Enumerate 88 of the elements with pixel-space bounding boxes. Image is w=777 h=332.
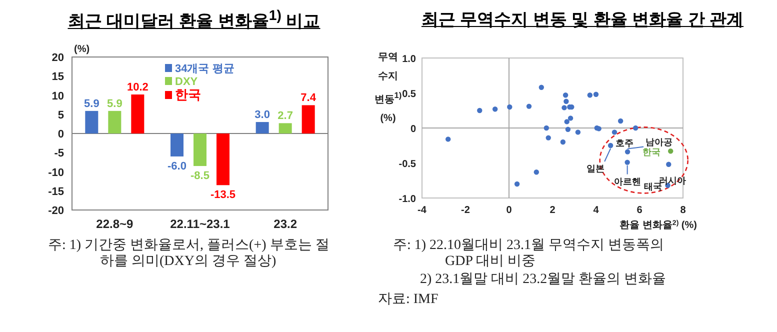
point [624,160,630,165]
point [564,119,570,124]
legend-label: 34개국 평균 [175,63,234,75]
point [492,106,498,112]
y-tick-label: 15 [52,71,64,84]
y-tick-label: -15 [48,186,64,198]
data-label: 5.9 [107,98,122,110]
y-tick-label: -0.5 [398,159,416,170]
point [618,118,624,124]
x-tick-label: 6 [636,205,643,216]
bar [278,123,292,134]
bar [108,110,122,134]
annotation: 한국 [642,147,661,158]
y-tick-label: -20 [48,205,64,217]
point [446,136,451,142]
point [608,142,614,148]
bar [170,134,184,156]
x-tick-label: 22.8~9 [96,217,134,231]
annotation: 아르헨 [614,176,641,186]
x-tick-label: -4 [418,205,427,216]
point [562,92,568,98]
point [668,148,674,154]
x-axis-title: 환율 변화율$^{2)}$ (%) [620,218,697,231]
point [587,92,593,98]
data-label: 7.4 [300,92,317,104]
legend-label: DXY [175,76,198,88]
point [593,92,599,97]
text: 주: 1) 기간중 변화율로서, 플러스(+) 부호는 절하를 의미(DXY의 경우 절상) [48,238,330,270]
annotation: 남아공 [646,136,673,147]
point [575,130,581,135]
point [514,181,520,187]
y-tick-label: -5 [54,148,64,160]
y-tick-label: 0 [58,128,64,140]
bar [216,134,230,186]
x-tick-label: 2 [550,205,556,216]
y-tick-label: 10 [52,90,64,102]
x-tick-label: 0 [506,205,512,216]
point [526,104,532,109]
point [562,105,567,110]
point [507,104,512,110]
data-label: -13.5 [210,189,236,202]
data-label: 3.0 [254,109,270,122]
x-tick-label: 8 [680,205,686,216]
bar [302,105,315,134]
y-axis-title: (%) [74,44,90,55]
y-tick-label: -1.0 [398,194,416,205]
x-tick-label: 22.11~23.1 [170,217,230,231]
y-tick-label: 0 [410,124,416,135]
point [538,84,544,90]
data-label: 2.7 [278,110,293,122]
y-tick-label: 5 [58,109,64,122]
y-tick-label: 1.0 [402,54,416,65]
text: 자료: IMF [378,292,440,308]
point [534,170,540,175]
point [565,126,571,132]
text: 주: 1) 22.10월대비 23.1월 무역수지 변동폭의 GDP 대비 비중 [392,238,666,270]
annotation: 호주 [615,138,634,148]
point [564,98,569,104]
point [560,139,566,145]
point [612,130,618,135]
annotation: 일본 [586,164,605,174]
data-label: 10.2 [126,81,148,94]
legend-label: 한국 [175,87,201,102]
text: 2) 23.1월말 대비 23.2월말 환율의 변화율 [420,272,668,288]
point [624,149,630,154]
text: 무역수지 변동$^{1)}$ (%) [374,52,402,124]
bar [256,122,269,134]
chart-title: 최근 대미달러 환율 변화율$^{1)}$ 비교 [66,8,322,33]
data-label: 5.9 [84,98,100,110]
annotation: 러시아 [659,175,686,186]
point [632,125,638,131]
bar [131,94,144,134]
data-label: -8.5 [190,170,210,182]
x-tick-label: 4 [593,205,600,216]
point [477,108,482,114]
data-label: -6.0 [168,160,186,172]
point [666,162,672,167]
point [546,135,551,140]
x-tick-label: 23.2 [274,217,298,231]
point [568,116,574,121]
y-tick-label: -10 [48,166,64,179]
x-tick-label: -2 [461,205,470,216]
y-tick-label: 20 [52,52,64,64]
bar [85,110,98,134]
point [544,125,550,131]
bar [194,134,206,166]
chart-title: 최근 무역수지 변동 및 환율 변화율 간 관계 [420,9,745,31]
y-tick-label: 0.5 [402,89,416,100]
